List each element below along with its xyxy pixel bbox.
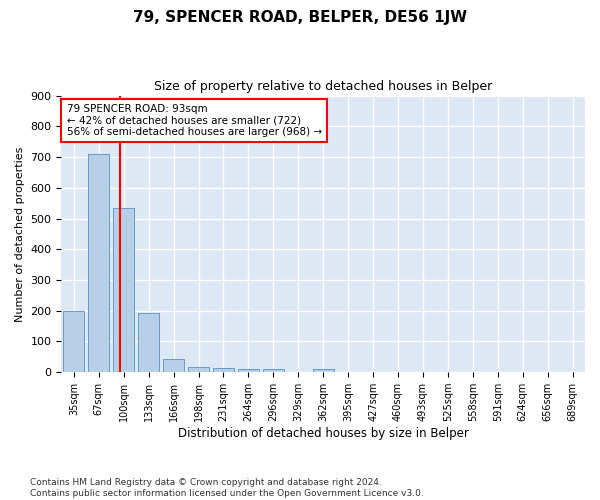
Text: Contains HM Land Registry data © Crown copyright and database right 2024.
Contai: Contains HM Land Registry data © Crown c… bbox=[30, 478, 424, 498]
Bar bbox=[138, 313, 159, 372]
Bar bbox=[238, 368, 259, 372]
Bar bbox=[188, 367, 209, 372]
Bar bbox=[113, 208, 134, 372]
Y-axis label: Number of detached properties: Number of detached properties bbox=[15, 146, 25, 322]
Bar bbox=[213, 368, 234, 372]
X-axis label: Distribution of detached houses by size in Belper: Distribution of detached houses by size … bbox=[178, 427, 469, 440]
Text: 79, SPENCER ROAD, BELPER, DE56 1JW: 79, SPENCER ROAD, BELPER, DE56 1JW bbox=[133, 10, 467, 25]
Bar bbox=[313, 370, 334, 372]
Text: 79 SPENCER ROAD: 93sqm
← 42% of detached houses are smaller (722)
56% of semi-de: 79 SPENCER ROAD: 93sqm ← 42% of detached… bbox=[67, 104, 322, 137]
Bar bbox=[263, 369, 284, 372]
Bar bbox=[163, 360, 184, 372]
Title: Size of property relative to detached houses in Belper: Size of property relative to detached ho… bbox=[154, 80, 493, 93]
Bar bbox=[63, 310, 85, 372]
Bar bbox=[88, 154, 109, 372]
